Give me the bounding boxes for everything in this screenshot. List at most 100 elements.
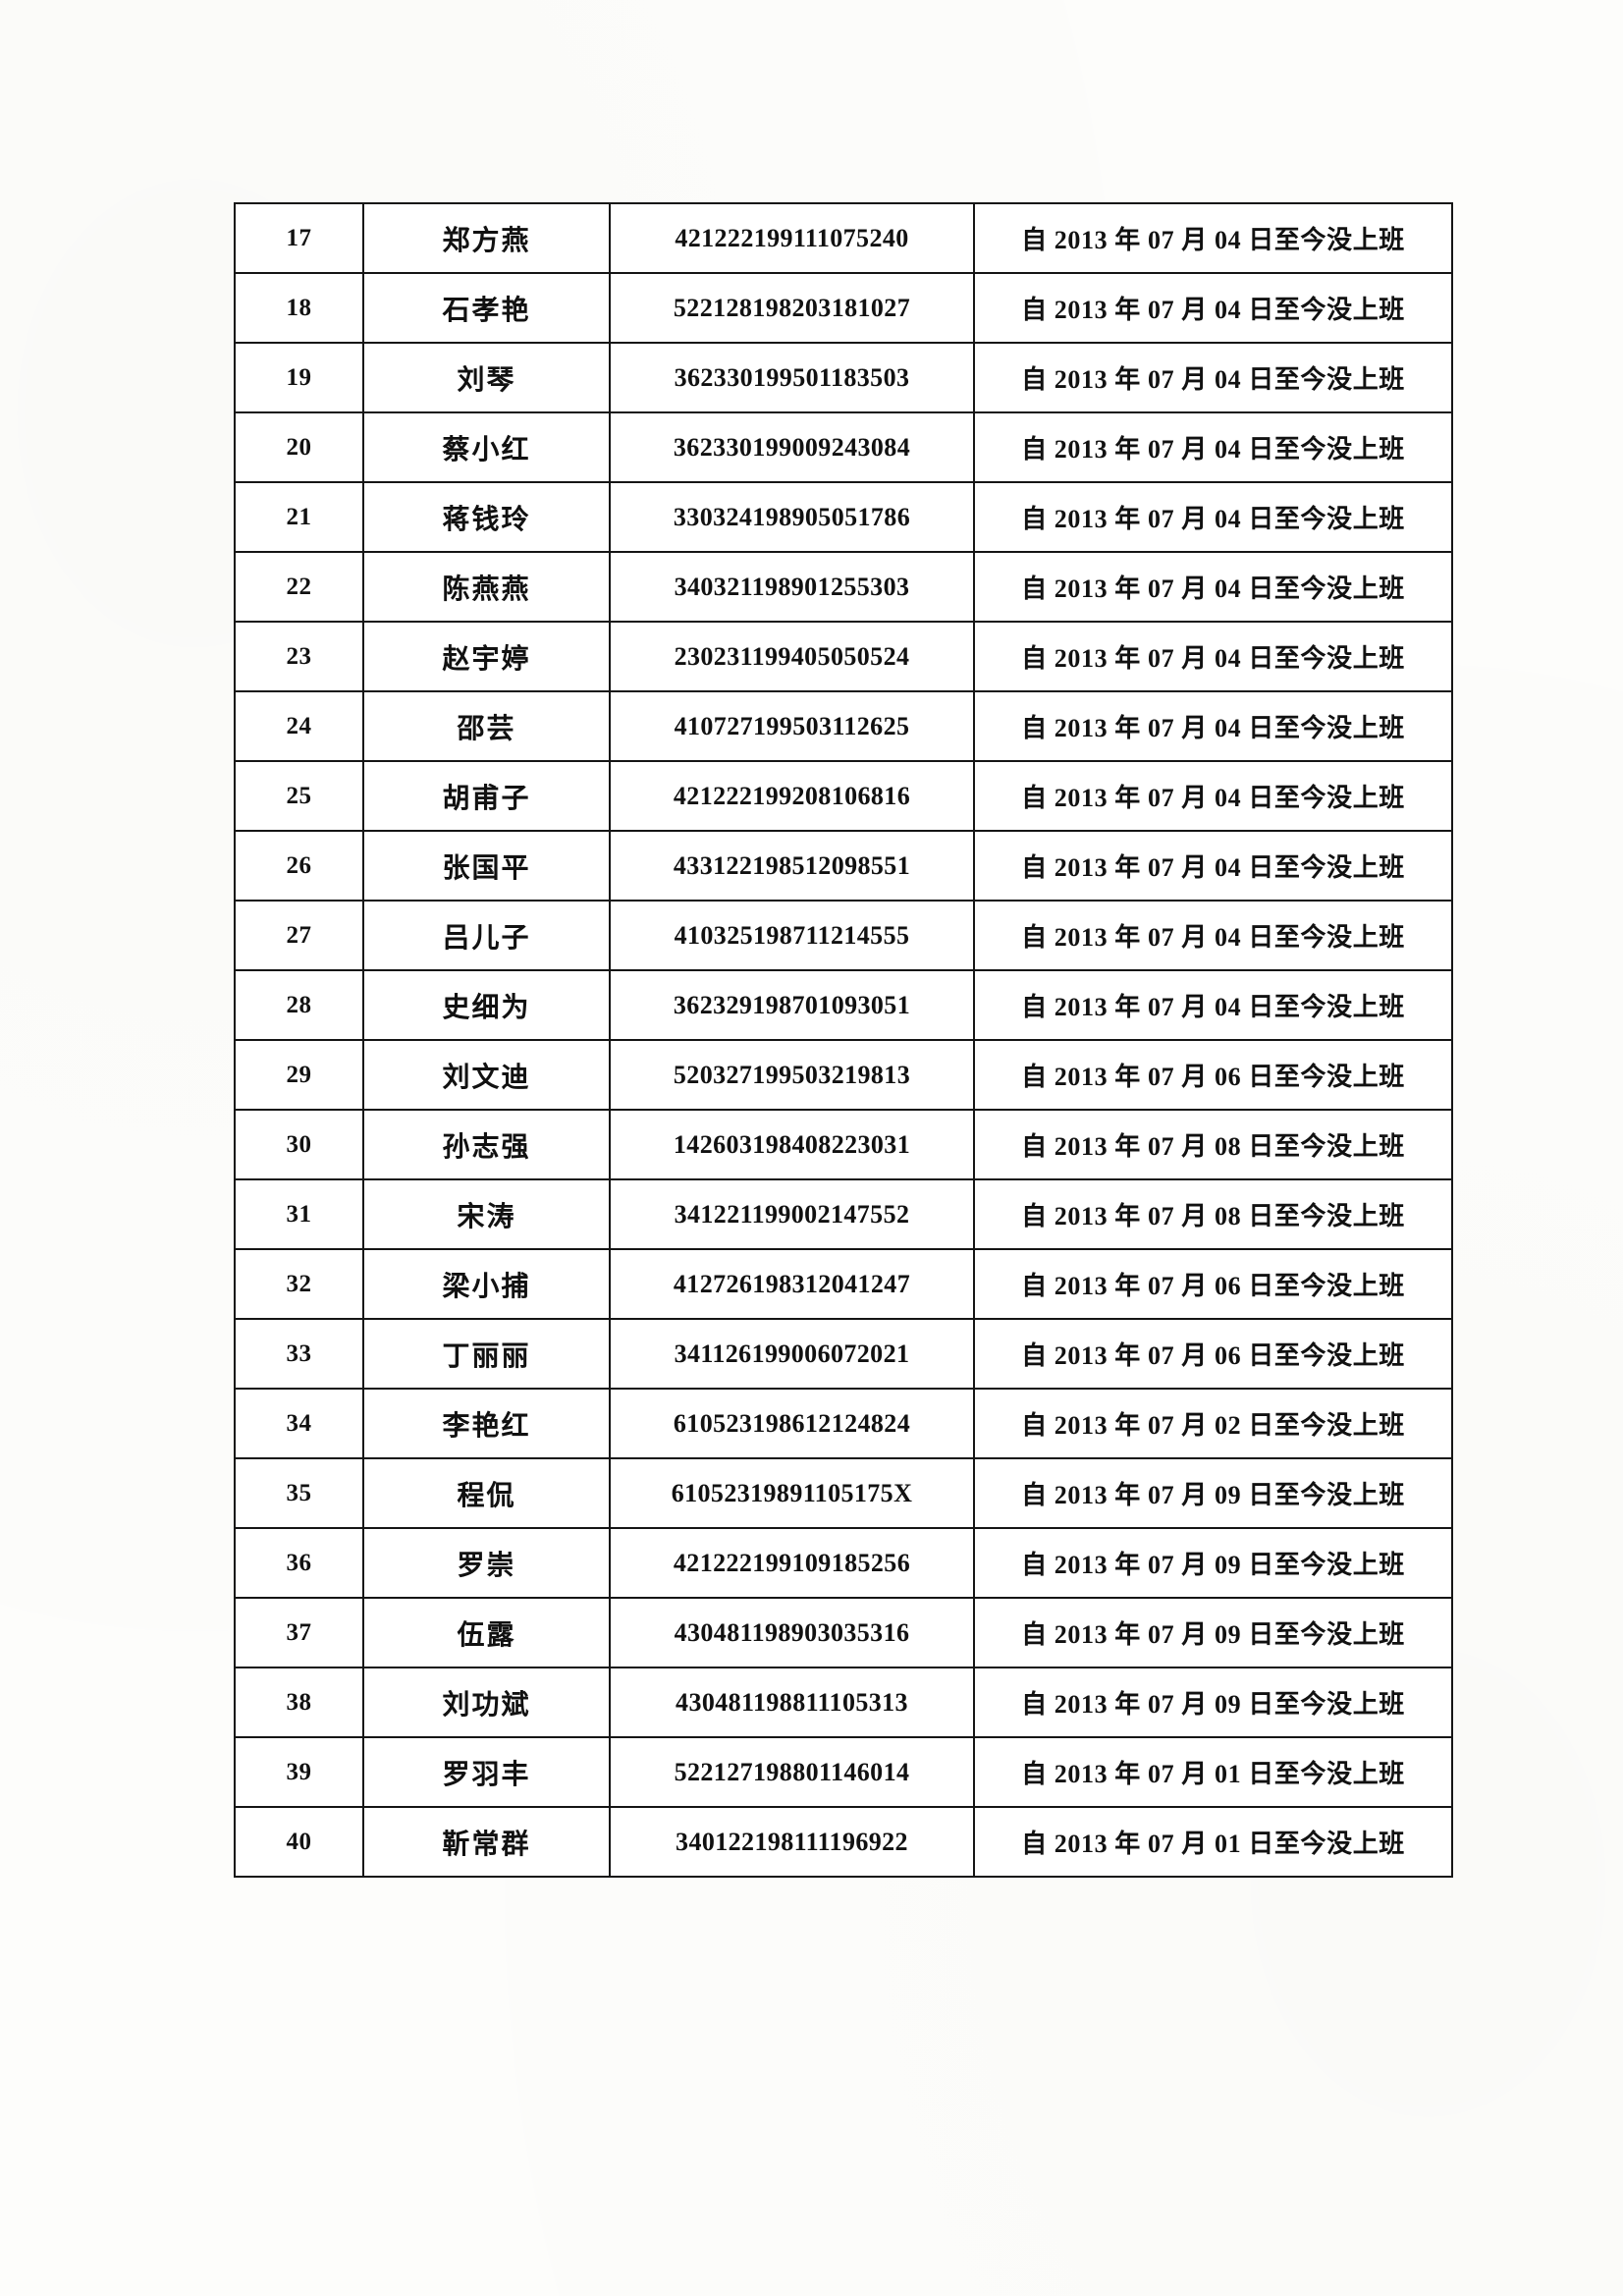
table-row: 34 李艳红 610523198612124824 自 2013 年 07 月 02 …	[234, 1388, 1453, 1459]
row-index-cell: 33	[234, 1318, 364, 1390]
table-row: 31 宋涛 341221199002147552 自 2013 年 07 月 08 日…	[234, 1178, 1453, 1250]
id-number-cell: 610523198612124824	[609, 1388, 975, 1459]
employee-name-cell: 陈燕燕	[362, 551, 611, 623]
table-row: 30 孙志强 142603198408223031 自 2013 年 07 月 08 …	[234, 1109, 1453, 1180]
id-number-cell: 341126199006072021	[609, 1318, 975, 1390]
table-row: 18 石孝艳 522128198203181027 自 2013 年 07 月 04 …	[234, 272, 1453, 344]
id-number-cell: 421222199208106816	[609, 760, 975, 832]
employee-name-cell: 吕儿子	[362, 900, 611, 971]
row-index-cell: 18	[234, 272, 364, 344]
absence-note-cell: 自 2013 年 07 月 04 日至今没上班	[973, 272, 1453, 344]
row-index-cell: 40	[234, 1806, 364, 1878]
id-number-cell: 412726198312041247	[609, 1248, 975, 1320]
employee-name-cell: 程侃	[362, 1457, 611, 1529]
row-index-cell: 26	[234, 830, 364, 902]
employee-name-cell: 丁丽丽	[362, 1318, 611, 1390]
row-index-cell: 20	[234, 411, 364, 483]
row-index-cell: 23	[234, 621, 364, 692]
absence-note-cell: 自 2013 年 07 月 01 日至今没上班	[973, 1806, 1453, 1878]
roster-table-body: 17 郑方燕 421222199111075240 自 2013 年 07 月 04 …	[234, 202, 1453, 1878]
employee-name-cell: 刘功斌	[362, 1667, 611, 1738]
absence-note-cell: 自 2013 年 07 月 04 日至今没上班	[973, 969, 1453, 1041]
absence-note-cell: 自 2013 年 07 月 06 日至今没上班	[973, 1248, 1453, 1320]
id-number-cell: 340321198901255303	[609, 551, 975, 623]
id-number-cell: 522128198203181027	[609, 272, 975, 344]
row-index-cell: 38	[234, 1667, 364, 1738]
id-number-cell: 61052319891105175X	[609, 1457, 975, 1529]
employee-name-cell: 石孝艳	[362, 272, 611, 344]
absence-note-cell: 自 2013 年 07 月 04 日至今没上班	[973, 411, 1453, 483]
employee-name-cell: 罗羽丰	[362, 1736, 611, 1808]
table-row: 40 靳常群 340122198111196922 自 2013 年 07 月 01 …	[234, 1806, 1453, 1878]
row-index-cell: 37	[234, 1597, 364, 1668]
table-row: 35 程侃 61052319891105175X 自 2013 年 07 月 09 日…	[234, 1457, 1453, 1529]
id-number-cell: 142603198408223031	[609, 1109, 975, 1180]
roster-table-container: 17 郑方燕 421222199111075240 自 2013 年 07 月 04 …	[234, 202, 1453, 1878]
id-number-cell: 430481198903035316	[609, 1597, 975, 1668]
table-row: 23 赵宇婷 230231199405050524 自 2013 年 07 月 04 …	[234, 621, 1453, 692]
row-index-cell: 35	[234, 1457, 364, 1529]
employee-name-cell: 蔡小红	[362, 411, 611, 483]
row-index-cell: 21	[234, 481, 364, 553]
employee-name-cell: 伍露	[362, 1597, 611, 1668]
roster-table: 17 郑方燕 421222199111075240 自 2013 年 07 月 04 …	[234, 202, 1453, 1878]
absence-note-cell: 自 2013 年 07 月 06 日至今没上班	[973, 1318, 1453, 1390]
id-number-cell: 230231199405050524	[609, 621, 975, 692]
row-index-cell: 29	[234, 1039, 364, 1111]
id-number-cell: 410325198711214555	[609, 900, 975, 971]
table-row: 28 史细为 362329198701093051 自 2013 年 07 月 04 …	[234, 969, 1453, 1041]
row-index-cell: 25	[234, 760, 364, 832]
table-row: 21 蒋钱玲 330324198905051786 自 2013 年 07 月 04 …	[234, 481, 1453, 553]
row-index-cell: 17	[234, 202, 364, 274]
absence-note-cell: 自 2013 年 07 月 08 日至今没上班	[973, 1109, 1453, 1180]
id-number-cell: 522127198801146014	[609, 1736, 975, 1808]
table-row: 24 邵芸 410727199503112625 自 2013 年 07 月 04 日…	[234, 690, 1453, 762]
table-row: 38 刘功斌 430481198811105313 自 2013 年 07 月 09 …	[234, 1667, 1453, 1738]
row-index-cell: 36	[234, 1527, 364, 1599]
employee-name-cell: 郑方燕	[362, 202, 611, 274]
id-number-cell: 421222199111075240	[609, 202, 975, 274]
absence-note-cell: 自 2013 年 07 月 02 日至今没上班	[973, 1388, 1453, 1459]
employee-name-cell: 蒋钱玲	[362, 481, 611, 553]
employee-name-cell: 刘文迪	[362, 1039, 611, 1111]
absence-note-cell: 自 2013 年 07 月 08 日至今没上班	[973, 1178, 1453, 1250]
absence-note-cell: 自 2013 年 07 月 04 日至今没上班	[973, 202, 1453, 274]
row-index-cell: 39	[234, 1736, 364, 1808]
absence-note-cell: 自 2013 年 07 月 04 日至今没上班	[973, 621, 1453, 692]
row-index-cell: 30	[234, 1109, 364, 1180]
absence-note-cell: 自 2013 年 07 月 04 日至今没上班	[973, 830, 1453, 902]
row-index-cell: 19	[234, 342, 364, 413]
table-row: 22 陈燕燕 340321198901255303 自 2013 年 07 月 04 …	[234, 551, 1453, 623]
table-row: 33 丁丽丽 341126199006072021 自 2013 年 07 月 06 …	[234, 1318, 1453, 1390]
id-number-cell: 410727199503112625	[609, 690, 975, 762]
id-number-cell: 430481198811105313	[609, 1667, 975, 1738]
table-row: 37 伍露 430481198903035316 自 2013 年 07 月 09 日…	[234, 1597, 1453, 1668]
id-number-cell: 362330199009243084	[609, 411, 975, 483]
employee-name-cell: 胡甫子	[362, 760, 611, 832]
employee-name-cell: 张国平	[362, 830, 611, 902]
id-number-cell: 340122198111196922	[609, 1806, 975, 1878]
table-row: 29 刘文迪 520327199503219813 自 2013 年 07 月 06 …	[234, 1039, 1453, 1111]
absence-note-cell: 自 2013 年 07 月 04 日至今没上班	[973, 551, 1453, 623]
employee-name-cell: 邵芸	[362, 690, 611, 762]
employee-name-cell: 宋涛	[362, 1178, 611, 1250]
table-row: 20 蔡小红 362330199009243084 自 2013 年 07 月 04 …	[234, 411, 1453, 483]
employee-name-cell: 李艳红	[362, 1388, 611, 1459]
employee-name-cell: 靳常群	[362, 1806, 611, 1878]
table-row: 25 胡甫子 421222199208106816 自 2013 年 07 月 04 …	[234, 760, 1453, 832]
id-number-cell: 433122198512098551	[609, 830, 975, 902]
id-number-cell: 341221199002147552	[609, 1178, 975, 1250]
id-number-cell: 362330199501183503	[609, 342, 975, 413]
absence-note-cell: 自 2013 年 07 月 04 日至今没上班	[973, 900, 1453, 971]
absence-note-cell: 自 2013 年 07 月 09 日至今没上班	[973, 1667, 1453, 1738]
absence-note-cell: 自 2013 年 07 月 09 日至今没上班	[973, 1457, 1453, 1529]
employee-name-cell: 刘琴	[362, 342, 611, 413]
row-index-cell: 31	[234, 1178, 364, 1250]
absence-note-cell: 自 2013 年 07 月 04 日至今没上班	[973, 342, 1453, 413]
employee-name-cell: 罗崇	[362, 1527, 611, 1599]
id-number-cell: 421222199109185256	[609, 1527, 975, 1599]
row-index-cell: 28	[234, 969, 364, 1041]
row-index-cell: 32	[234, 1248, 364, 1320]
table-row: 36 罗崇 421222199109185256 自 2013 年 07 月 09 日…	[234, 1527, 1453, 1599]
